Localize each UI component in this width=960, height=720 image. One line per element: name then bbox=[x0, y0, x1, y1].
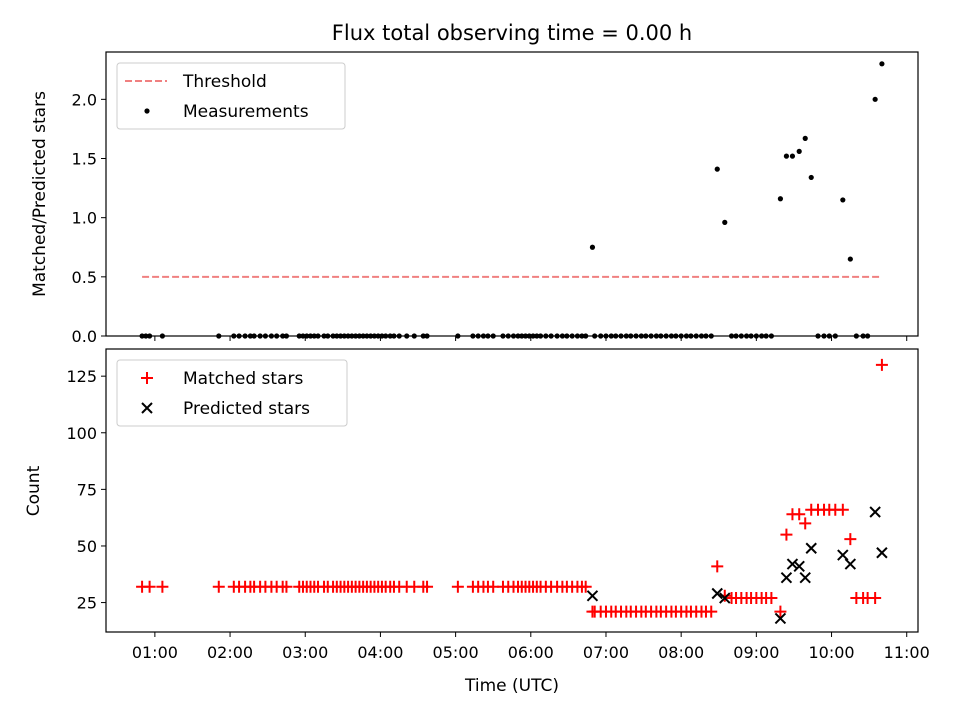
measurement-point bbox=[847, 256, 853, 262]
top-y-axis-label: Matched/Predicted stars bbox=[30, 91, 50, 297]
x-tick-label: 08:00 bbox=[658, 643, 704, 662]
bottom-y-tick-label: 75 bbox=[77, 480, 97, 499]
measurement-point bbox=[722, 219, 728, 225]
measurement-point bbox=[879, 61, 885, 67]
x-axis-label: Time (UTC) bbox=[464, 676, 559, 696]
chart-title: Flux total observing time = 0.00 h bbox=[332, 21, 692, 45]
measurement-point bbox=[802, 135, 808, 141]
measurement-point bbox=[589, 244, 596, 250]
bottom-legend-box bbox=[116, 359, 348, 427]
measurement-point bbox=[796, 148, 802, 154]
matched-stars-point bbox=[836, 503, 849, 516]
legend-predicted-swatch bbox=[141, 402, 153, 414]
legend-label: Threshold bbox=[182, 72, 267, 92]
legend-label: Measurements bbox=[183, 102, 309, 122]
predicted-stars-point bbox=[799, 571, 811, 584]
predicted-stars-point bbox=[805, 542, 817, 554]
bottom-legend: Matched stars Predicted stars bbox=[116, 359, 348, 427]
matched-stars-point bbox=[780, 528, 793, 541]
predicted-stars-point bbox=[586, 590, 599, 602]
matched-stars-point bbox=[844, 533, 857, 546]
matched-stars-point bbox=[711, 560, 724, 573]
x-tick-label: 07:00 bbox=[583, 643, 629, 662]
bottom-panel: Count Time (UTC) 25 50 75 100 125 01:00 02:00 0… bbox=[24, 348, 930, 696]
x-tick-label: 10:00 bbox=[808, 643, 854, 662]
measurement-point bbox=[872, 96, 878, 102]
matched-stars-point bbox=[156, 580, 169, 593]
measurement-point bbox=[789, 153, 796, 159]
matched-stars-point bbox=[705, 605, 718, 618]
predicted-stars-point bbox=[711, 587, 723, 600]
x-tick-label: 09:00 bbox=[733, 643, 779, 662]
x-tick-label: 01:00 bbox=[132, 643, 178, 662]
matched-stars-point bbox=[579, 580, 592, 593]
bottom-y-tick-label: 125 bbox=[66, 367, 97, 386]
top-y-tick-label: 0.5 bbox=[72, 268, 97, 287]
x-tick-label: 04:00 bbox=[357, 643, 403, 662]
x-tick-label: 11:00 bbox=[884, 643, 930, 662]
legend-matched-swatch bbox=[141, 372, 153, 384]
x-tick-label: 05:00 bbox=[433, 643, 479, 662]
measurement-point bbox=[777, 196, 784, 202]
predicted-stars-point bbox=[869, 506, 881, 518]
matched-stars-point bbox=[793, 508, 806, 521]
predicted-stars-point bbox=[786, 558, 799, 570]
top-legend-box bbox=[116, 62, 346, 130]
bottom-y-tick-label: 100 bbox=[66, 424, 97, 443]
matched-stars-point bbox=[212, 580, 225, 593]
matched-stars-point bbox=[451, 580, 464, 593]
bottom-y-tick-label: 50 bbox=[77, 537, 97, 556]
legend-measurements-swatch bbox=[144, 108, 150, 114]
predicted-stars-point bbox=[793, 560, 805, 573]
legend-label: Predicted stars bbox=[183, 399, 310, 419]
measurement-point bbox=[783, 153, 790, 159]
top-y-tick-label: 1.5 bbox=[72, 150, 97, 169]
predicted-stars-point bbox=[837, 549, 849, 561]
matched-stars-point bbox=[143, 580, 156, 593]
top-y-tick-label: 1.0 bbox=[72, 209, 97, 228]
bottom-axes-frame bbox=[105, 348, 919, 633]
matched-stars-point bbox=[799, 517, 812, 530]
x-tick-label: 06:00 bbox=[508, 643, 554, 662]
predicted-stars-point bbox=[844, 558, 857, 570]
top-y-tick-label: 2.0 bbox=[72, 90, 97, 109]
measurement-point bbox=[714, 166, 720, 172]
predicted-stars-point bbox=[876, 547, 888, 559]
measurement-point bbox=[840, 197, 846, 203]
predicted-stars-point bbox=[719, 592, 731, 604]
matched-stars-point bbox=[869, 592, 882, 605]
predicted-stars-point bbox=[774, 612, 787, 625]
x-tick-label: 03:00 bbox=[282, 643, 328, 662]
bottom-y-axis-label: Count bbox=[24, 465, 44, 516]
top-legend: Threshold Measurements bbox=[116, 62, 346, 130]
top-panel: Matched/Predicted stars 0.0 0.5 1.0 1.5 2.0 T… bbox=[30, 51, 919, 346]
matched-stars-point bbox=[280, 580, 293, 593]
top-y-tick-label: 0.0 bbox=[72, 327, 97, 346]
matched-stars-point bbox=[774, 605, 787, 618]
matched-stars-point bbox=[765, 592, 778, 605]
legend-label: Matched stars bbox=[183, 369, 303, 389]
bottom-y-tick-label: 25 bbox=[77, 594, 97, 613]
x-tick-label: 02:00 bbox=[207, 643, 253, 662]
matched-stars-point bbox=[875, 358, 888, 371]
predicted-stars-point bbox=[780, 571, 793, 584]
measurement-point bbox=[808, 174, 814, 181]
top-axes-frame bbox=[105, 51, 919, 337]
matched-stars-point bbox=[421, 580, 434, 593]
